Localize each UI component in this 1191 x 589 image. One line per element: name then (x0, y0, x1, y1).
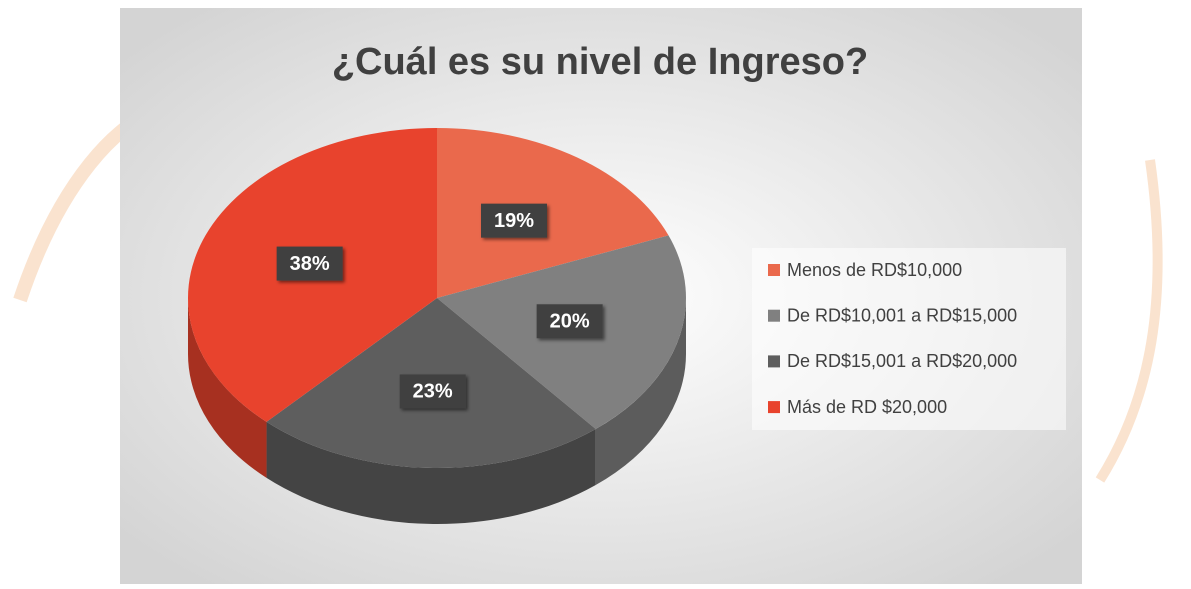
legend-label: De RD$15,001 a RD$20,000 (787, 351, 1017, 371)
chart: ¿Cuál es su nivel de Ingreso? 19% 20% 23% 3… (0, 0, 1191, 584)
legend-swatch (768, 355, 780, 367)
data-label: 38% (290, 253, 330, 275)
page: ¿Cuál es su nivel de Ingreso? 19% 20% 23% 3… (0, 0, 1191, 584)
legend-label: Menos de RD$10,000 (787, 260, 962, 280)
data-label: 19% (494, 210, 534, 232)
legend-swatch (768, 310, 780, 322)
pie: 19% 20% 23% 38% (188, 128, 686, 524)
legend-swatch (768, 401, 780, 413)
legend-label: Más de RD $20,000 (787, 397, 947, 417)
data-label: 23% (413, 381, 453, 403)
chart-title: ¿Cuál es su nivel de Ingreso? (332, 41, 868, 83)
legend-label: De RD$10,001 a RD$15,000 (787, 305, 1017, 325)
decoration (1100, 160, 1158, 480)
data-label: 20% (550, 311, 590, 333)
legend-swatch (768, 264, 780, 276)
